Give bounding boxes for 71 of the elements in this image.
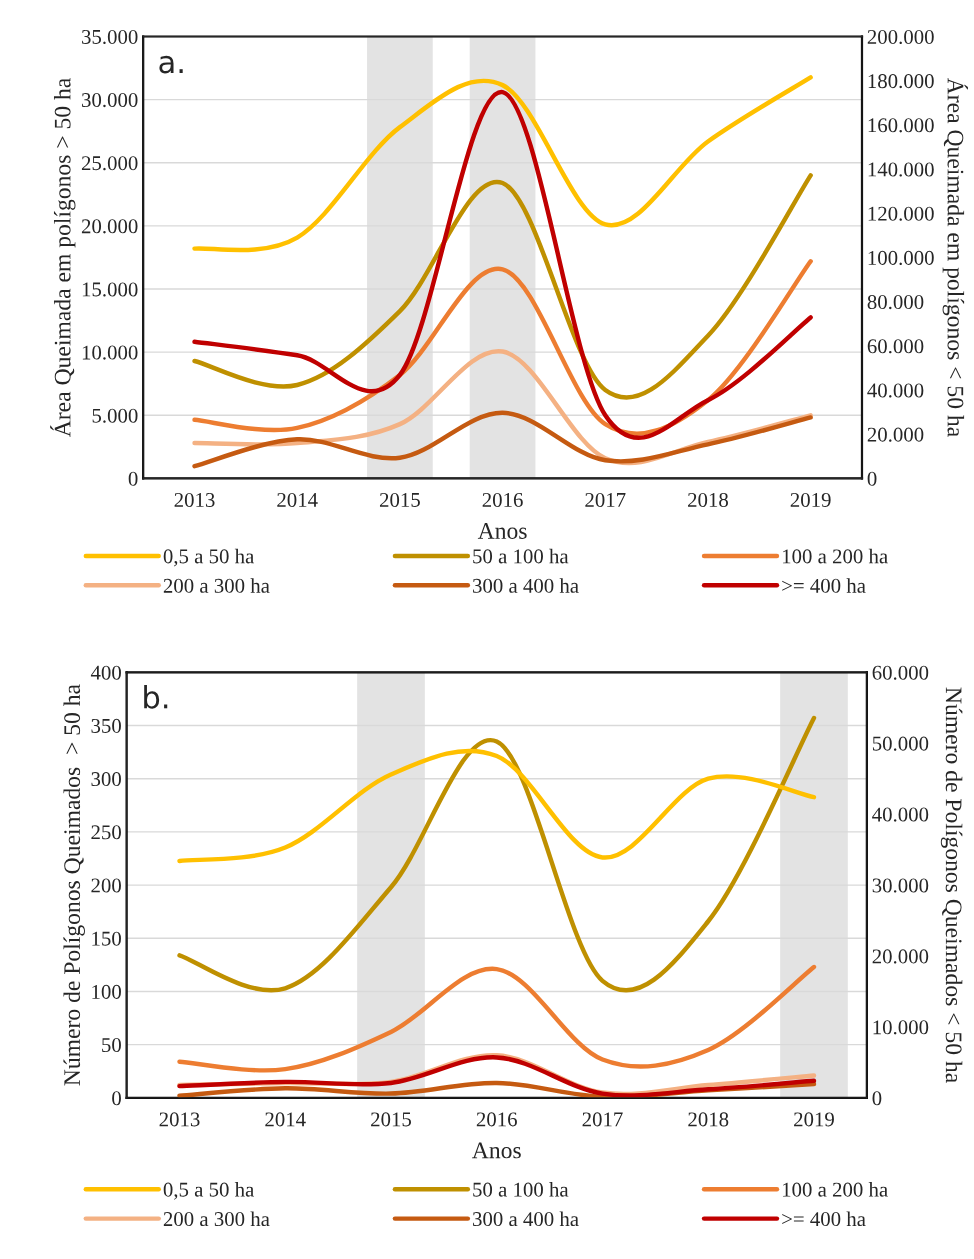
y2-tick-label: 140.000: [868, 162, 934, 177]
y-tick-label: 200: [91, 878, 121, 893]
y2-axis-title: Número de Polígonos Queimados < 50 ha: [940, 687, 963, 1083]
y2-tick-label: 30.000: [872, 878, 929, 893]
y-tick-label: 10.000: [82, 345, 138, 360]
line-series: [192, 410, 813, 469]
y2-tick-label: 120.000: [868, 206, 934, 221]
legend-label: 300 a 400 ha: [473, 578, 579, 593]
y-tick-label: 0: [112, 1091, 121, 1106]
x-tick-label: 2014: [277, 492, 318, 507]
x-tick-label: 2016: [482, 492, 523, 507]
x-axis-title: Anos: [477, 523, 527, 539]
x-tick-label: 2015: [379, 492, 420, 507]
y2-tick-label: 180.000: [868, 74, 934, 89]
y2-tick-label: 20.000: [872, 949, 929, 964]
legend-label: >= 400 ha: [782, 1211, 866, 1227]
legend-label: 200 a 300 ha: [163, 1211, 270, 1227]
x-axis-title: Anos: [472, 1142, 521, 1159]
y2-tick-label: 200.000: [867, 29, 934, 45]
x-tick-label: 2015: [371, 1112, 412, 1127]
y-tick-label: 250: [91, 825, 121, 840]
y-tick-label: 100: [92, 984, 121, 999]
x-tick-label: 2018: [688, 492, 728, 507]
legend-label: 100 a 200 ha: [782, 1182, 888, 1197]
y2-tick-label: 40.000: [872, 807, 929, 822]
x-tick-label: 2014: [265, 1112, 306, 1127]
legend-label: >= 400 ha: [782, 578, 866, 593]
y-tick-label: 400: [90, 665, 121, 680]
legend-label: 200 a 300 ha: [163, 578, 270, 593]
y2-tick-label: 40.000: [867, 383, 924, 398]
y2-tick-label: 60.000: [867, 339, 924, 354]
y2-tick-label: 160.000: [868, 118, 934, 133]
y2-tick-label: 10.000: [873, 1020, 929, 1035]
y2-tick-label: 80.000: [867, 295, 924, 310]
y2-tick-label: 100.000: [868, 250, 934, 265]
x-tick-label: 2013: [159, 1112, 200, 1127]
y-tick-label: 5.000: [92, 408, 138, 423]
x-tick-label: 2013: [174, 492, 215, 507]
legend-label: 300 a 400 ha: [473, 1211, 579, 1227]
y-axis-title: Área Queimada em polígonos > 50 ha: [50, 78, 76, 437]
x-tick-label: 2017: [585, 492, 626, 507]
legend-label: 0,5 a 50 ha: [163, 548, 255, 567]
y2-axis-title: Área Queimada em polígonos < 50 ha: [942, 77, 968, 437]
y-tick-label: 300: [91, 772, 121, 787]
y-axis-title: Número de Polígonos Queimados > 50 ha: [63, 684, 85, 1086]
y-tick-label: 20.000: [81, 219, 138, 234]
y-tick-label: 50: [102, 1038, 121, 1053]
y2-tick-label: 0: [872, 1091, 882, 1106]
y-tick-label: 15.000: [82, 282, 138, 297]
y-tick-label: 0: [128, 471, 138, 486]
x-tick-label: 2019: [790, 492, 831, 507]
y-tick-label: 150: [92, 931, 121, 946]
y2-tick-label: 50.000: [872, 736, 929, 751]
chart-title: a.: [159, 55, 183, 74]
x-tick-label: 2018: [688, 1112, 729, 1127]
y2-tick-label: 20.000: [867, 427, 924, 442]
legend-label: 50 a 100 ha: [473, 1182, 569, 1197]
y-tick-label: 350: [91, 718, 121, 733]
x-tick-label: 2016: [476, 1112, 517, 1127]
legend-label: 0,5 a 50 ha: [163, 1182, 255, 1200]
x-tick-label: 2019: [794, 1112, 834, 1127]
legend-label: 50 a 100 ha: [473, 548, 569, 564]
y2-tick-label: 60.000: [872, 665, 929, 680]
y-tick-label: 30.000: [82, 93, 138, 108]
y-tick-label: 25.000: [81, 156, 138, 171]
legend-label: 100 a 200 ha: [782, 548, 888, 564]
x-tick-label: 2017: [582, 1112, 623, 1127]
chart-title: b.: [144, 685, 168, 709]
y-tick-label: 35.000: [82, 29, 138, 45]
line-series: [177, 964, 817, 1073]
y2-tick-label: 0: [867, 471, 877, 486]
